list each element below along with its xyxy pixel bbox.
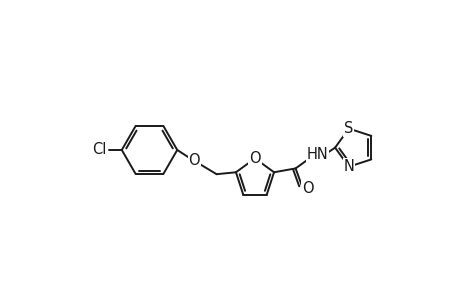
Text: HN: HN bbox=[306, 147, 327, 162]
Text: O: O bbox=[302, 181, 313, 196]
Text: S: S bbox=[343, 121, 353, 136]
Text: N: N bbox=[343, 159, 353, 174]
Text: Cl: Cl bbox=[92, 142, 106, 158]
Text: O: O bbox=[188, 153, 200, 168]
Text: O: O bbox=[249, 151, 260, 166]
